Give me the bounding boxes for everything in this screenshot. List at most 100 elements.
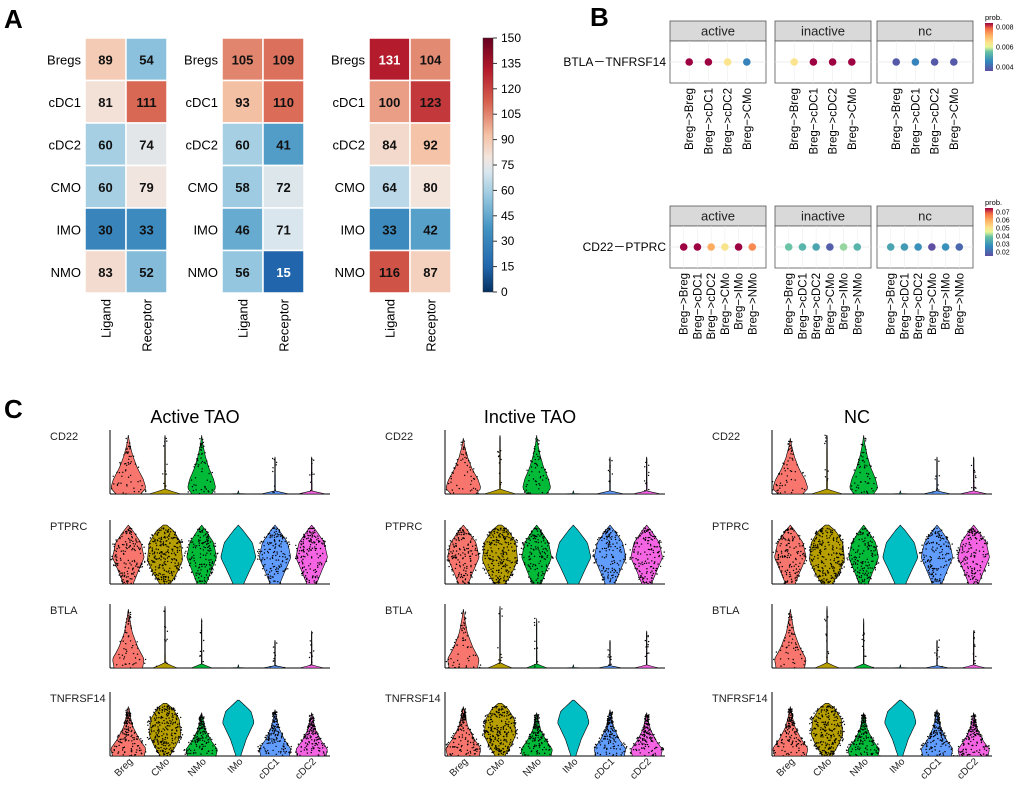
violin-point xyxy=(262,554,263,555)
violin-shape xyxy=(223,700,254,756)
violin-point xyxy=(488,727,489,728)
violin-point xyxy=(489,722,490,723)
violin-point xyxy=(513,537,514,538)
violin-point xyxy=(207,532,208,533)
violin-point xyxy=(510,717,511,718)
violin-point xyxy=(532,731,533,732)
violin-point xyxy=(178,737,179,738)
violin-point xyxy=(502,530,503,531)
violin-shape xyxy=(488,606,513,668)
violin-point xyxy=(166,663,167,664)
violin-point xyxy=(268,742,269,743)
violin-point xyxy=(623,742,624,743)
violin-point xyxy=(202,531,203,532)
violin-point xyxy=(465,719,466,720)
violin-point xyxy=(460,720,461,721)
heatmap-cell-value: 58 xyxy=(235,180,249,195)
violin-gene-label: TNFRSF14 xyxy=(50,693,106,705)
violin-point xyxy=(132,541,133,542)
violin-point xyxy=(280,582,281,583)
violin-point xyxy=(125,622,126,623)
dotplot-x-label: Breg−>Breg xyxy=(679,273,691,335)
violin-point xyxy=(163,537,164,538)
violin-point xyxy=(488,734,489,735)
violin-point xyxy=(772,481,773,482)
dotplot-legend-tick: 0.07 xyxy=(996,210,1010,217)
violin-point xyxy=(526,542,527,543)
violin-point xyxy=(283,743,284,744)
violin-point xyxy=(493,565,494,566)
violin-point xyxy=(524,562,525,563)
violin-point xyxy=(179,540,180,541)
violin-point xyxy=(125,627,126,628)
violin-point xyxy=(473,478,474,479)
violin-point xyxy=(522,749,523,750)
violin-point xyxy=(203,546,204,547)
violin-point xyxy=(606,730,607,731)
violin-point xyxy=(276,754,277,755)
violin-point xyxy=(525,741,526,742)
violin-point xyxy=(858,462,859,463)
violin-point xyxy=(150,537,151,538)
violin-point xyxy=(461,745,462,746)
violin-point xyxy=(312,714,313,715)
violin-point xyxy=(165,640,166,641)
dot-point xyxy=(685,58,693,66)
violin-point xyxy=(612,543,613,544)
violin-point xyxy=(116,472,117,473)
violin-point xyxy=(159,553,160,554)
violin-point xyxy=(164,441,165,442)
violin-row-cd22: CD22 xyxy=(385,430,665,494)
violin-point xyxy=(607,656,608,657)
violin-point xyxy=(827,478,828,479)
violin-point xyxy=(175,714,176,715)
violin-point xyxy=(529,534,530,535)
violin-point xyxy=(787,529,788,530)
violin-point xyxy=(205,559,206,560)
violin-point xyxy=(277,533,278,534)
violin-point xyxy=(836,573,837,574)
violin-point xyxy=(134,491,135,492)
violin-point xyxy=(861,455,862,456)
violin-point xyxy=(510,574,511,575)
violin-point xyxy=(506,580,507,581)
violin-point xyxy=(171,709,172,710)
violin-point xyxy=(482,735,483,736)
violin-point xyxy=(534,448,535,449)
violin-point xyxy=(651,740,652,741)
violin-point xyxy=(506,713,507,714)
violin-point xyxy=(813,558,814,559)
violin-point xyxy=(124,572,125,573)
violin-point xyxy=(617,548,618,549)
violin-point xyxy=(453,733,454,734)
violin-point xyxy=(114,546,115,547)
violin-point xyxy=(323,752,324,753)
violin-point xyxy=(145,744,146,745)
violin-point xyxy=(595,561,596,562)
violin-point xyxy=(130,720,131,721)
violin-point xyxy=(123,553,124,554)
violin-point xyxy=(197,733,198,734)
violin-point xyxy=(134,576,135,577)
violin-point xyxy=(165,627,166,628)
violin-point xyxy=(302,562,303,563)
violin-point xyxy=(811,555,812,556)
violin-point xyxy=(201,566,202,567)
violin-point xyxy=(158,573,159,574)
violin-point xyxy=(191,743,192,744)
violin-point xyxy=(779,488,780,489)
violin-point xyxy=(270,575,271,576)
violin-point xyxy=(131,564,132,565)
violin-point xyxy=(803,545,804,546)
violin-point xyxy=(162,553,163,554)
dotplot-legend-gradient xyxy=(985,23,993,71)
violin-point xyxy=(159,754,160,755)
violin-point xyxy=(113,476,114,477)
violin-point xyxy=(467,750,468,751)
violin-point xyxy=(271,542,272,543)
violin-point xyxy=(638,537,639,538)
violin-point xyxy=(544,753,545,754)
violin-point xyxy=(119,745,120,746)
violin-point xyxy=(830,532,831,533)
